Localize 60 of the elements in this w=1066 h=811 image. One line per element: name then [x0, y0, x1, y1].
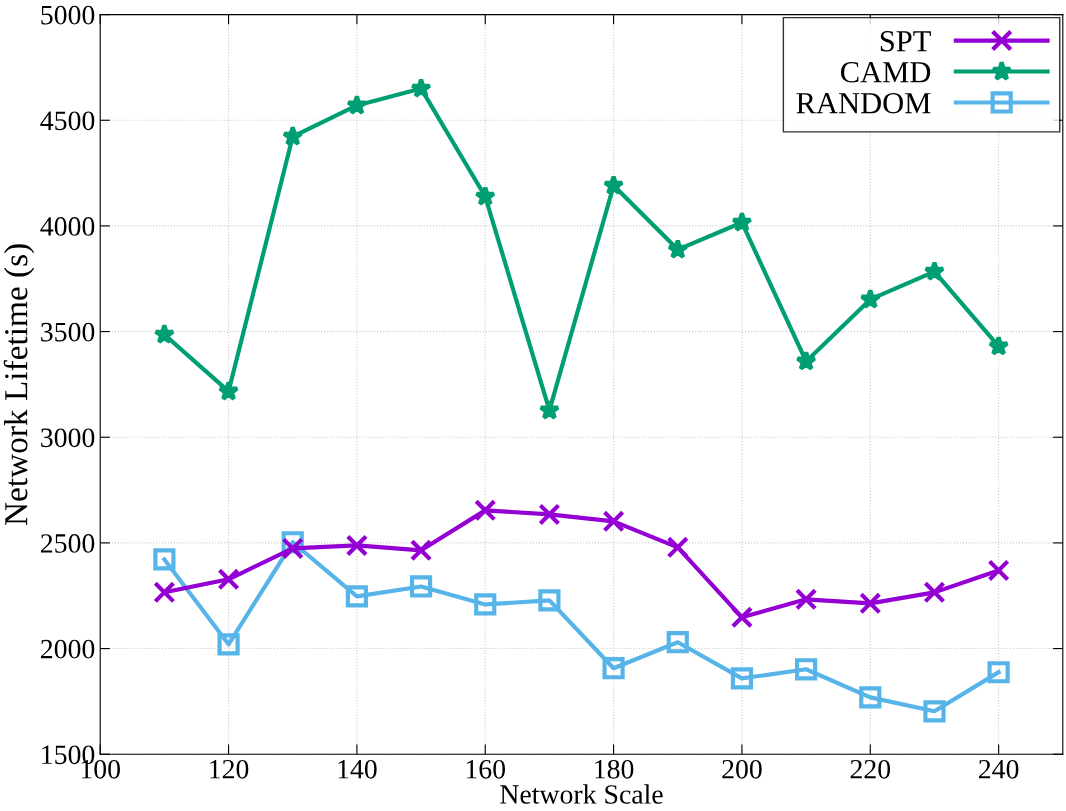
y-tick-label: 5000	[41, 5, 95, 25]
point	[859, 288, 881, 309]
point	[346, 94, 368, 115]
y-tick-label: 4000	[40, 217, 95, 236]
point	[923, 260, 946, 281]
x-tick-label: 120	[210, 759, 249, 779]
point	[795, 350, 817, 371]
point	[987, 559, 1010, 582]
point	[730, 667, 754, 690]
point	[538, 399, 561, 420]
point	[794, 658, 818, 681]
point	[859, 686, 882, 709]
y-tick-label: 2000	[41, 639, 95, 659]
point	[602, 510, 625, 533]
y-tick-label: 4500	[40, 111, 95, 131]
point	[217, 380, 240, 401]
point	[987, 335, 1010, 356]
point	[474, 185, 496, 206]
point	[987, 661, 1010, 684]
point	[345, 534, 369, 557]
point	[409, 575, 433, 598]
point	[153, 323, 176, 344]
point	[859, 592, 882, 615]
x-tick-label: 180	[595, 759, 634, 779]
y-axis-title: Network Lifetime (s)	[3, 244, 35, 526]
x-tick-label: 220	[850, 759, 891, 779]
point	[731, 211, 753, 232]
x-tick-label: 160	[466, 759, 506, 779]
point	[730, 606, 754, 629]
x-tick-label: 240	[979, 759, 1019, 779]
point	[923, 581, 946, 604]
point	[538, 503, 561, 526]
legend-label: SPT	[880, 31, 931, 52]
x-axis-title: Network Scale	[500, 784, 663, 804]
point	[410, 77, 432, 98]
point	[474, 593, 497, 616]
y-tick-label: 2500	[41, 534, 95, 553]
point	[474, 499, 497, 522]
point	[282, 125, 304, 146]
y-tick-label: 3000	[41, 428, 95, 448]
point	[602, 657, 625, 680]
legend-label: RANDOM	[796, 92, 931, 114]
legend-label: CAMD	[840, 61, 931, 83]
y-tick-label: 3500	[41, 322, 95, 342]
point	[409, 539, 433, 562]
point	[666, 631, 689, 654]
point	[217, 568, 240, 591]
x-tick-label: 140	[338, 759, 377, 779]
point	[153, 581, 176, 604]
point	[794, 588, 818, 611]
point	[538, 589, 561, 612]
point	[923, 700, 946, 723]
point	[667, 238, 689, 259]
x-tick-label: 200	[722, 759, 762, 779]
point	[602, 174, 625, 195]
point	[345, 585, 369, 608]
point	[281, 537, 304, 560]
point	[217, 633, 240, 656]
point	[666, 536, 689, 559]
point	[153, 548, 176, 571]
